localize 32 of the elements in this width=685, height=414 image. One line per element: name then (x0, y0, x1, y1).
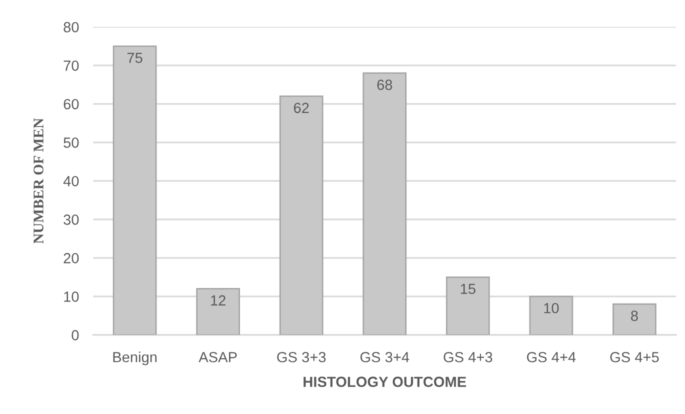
x-tick-label: GS 4+4 (526, 352, 576, 362)
x-tick-label: Benign (113, 352, 157, 366)
y-axis-title: NUMBER OF MEN (34, 118, 44, 244)
bar (446, 276, 490, 335)
x-tick-label: GS 3+3 (277, 352, 326, 362)
y-tick-label: 20 (64, 253, 79, 264)
data-label: 75 (127, 52, 142, 64)
bar (612, 303, 656, 335)
bar (362, 72, 407, 335)
y-tick-label: 60 (64, 99, 79, 110)
data-label: 62 (294, 102, 309, 114)
data-label: 10 (544, 302, 559, 314)
x-tick-label: GS 3+4 (360, 352, 410, 362)
x-axis-title: HISTOLOGY OUTCOME (304, 376, 466, 388)
x-tick-label: GS 4+5 (610, 352, 659, 362)
x-tick-label: GS 4+3 (444, 352, 492, 362)
data-label: 8 (631, 310, 638, 321)
bar (279, 96, 324, 335)
data-label: 12 (211, 295, 226, 306)
data-label: 15 (460, 284, 476, 294)
x-tick-label: ASAP (198, 352, 237, 362)
bar (529, 296, 574, 335)
bar (112, 45, 157, 335)
y-tick-label: 40 (63, 176, 79, 186)
y-tick-label: 70 (64, 60, 79, 71)
y-tick-label: 30 (64, 214, 79, 225)
data-label: 68 (377, 80, 392, 90)
y-tick-label: 50 (64, 138, 79, 148)
y-tick-label: 80 (64, 22, 79, 32)
y-tick-label: 0 (72, 330, 79, 340)
bar (196, 288, 240, 335)
y-tick-label: 10 (64, 292, 79, 302)
